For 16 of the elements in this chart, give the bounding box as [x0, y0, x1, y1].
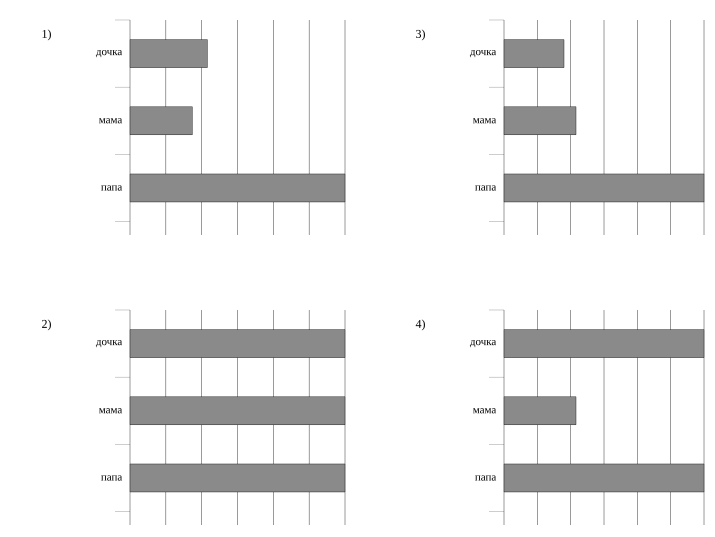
y-tick-label: папа: [475, 475, 496, 481]
y-tick-label: мама: [473, 408, 496, 414]
y-tick-label: дочка: [96, 50, 122, 58]
text: 1): [42, 30, 51, 40]
y-tick-label: папа: [101, 475, 122, 481]
text: 2): [42, 320, 51, 330]
text: 3): [416, 30, 425, 40]
y-tick-label: папа: [101, 185, 122, 191]
y-tick-label: дочка: [470, 340, 496, 348]
y-tick-label: папа: [475, 185, 496, 191]
y-tick-label: дочка: [470, 50, 496, 58]
y-tick-label: дочка: [96, 340, 122, 348]
y-tick-label: мама: [99, 408, 122, 414]
y-tick-label: мама: [473, 118, 496, 124]
text: 4): [416, 320, 425, 330]
y-tick-label: мама: [99, 118, 122, 124]
